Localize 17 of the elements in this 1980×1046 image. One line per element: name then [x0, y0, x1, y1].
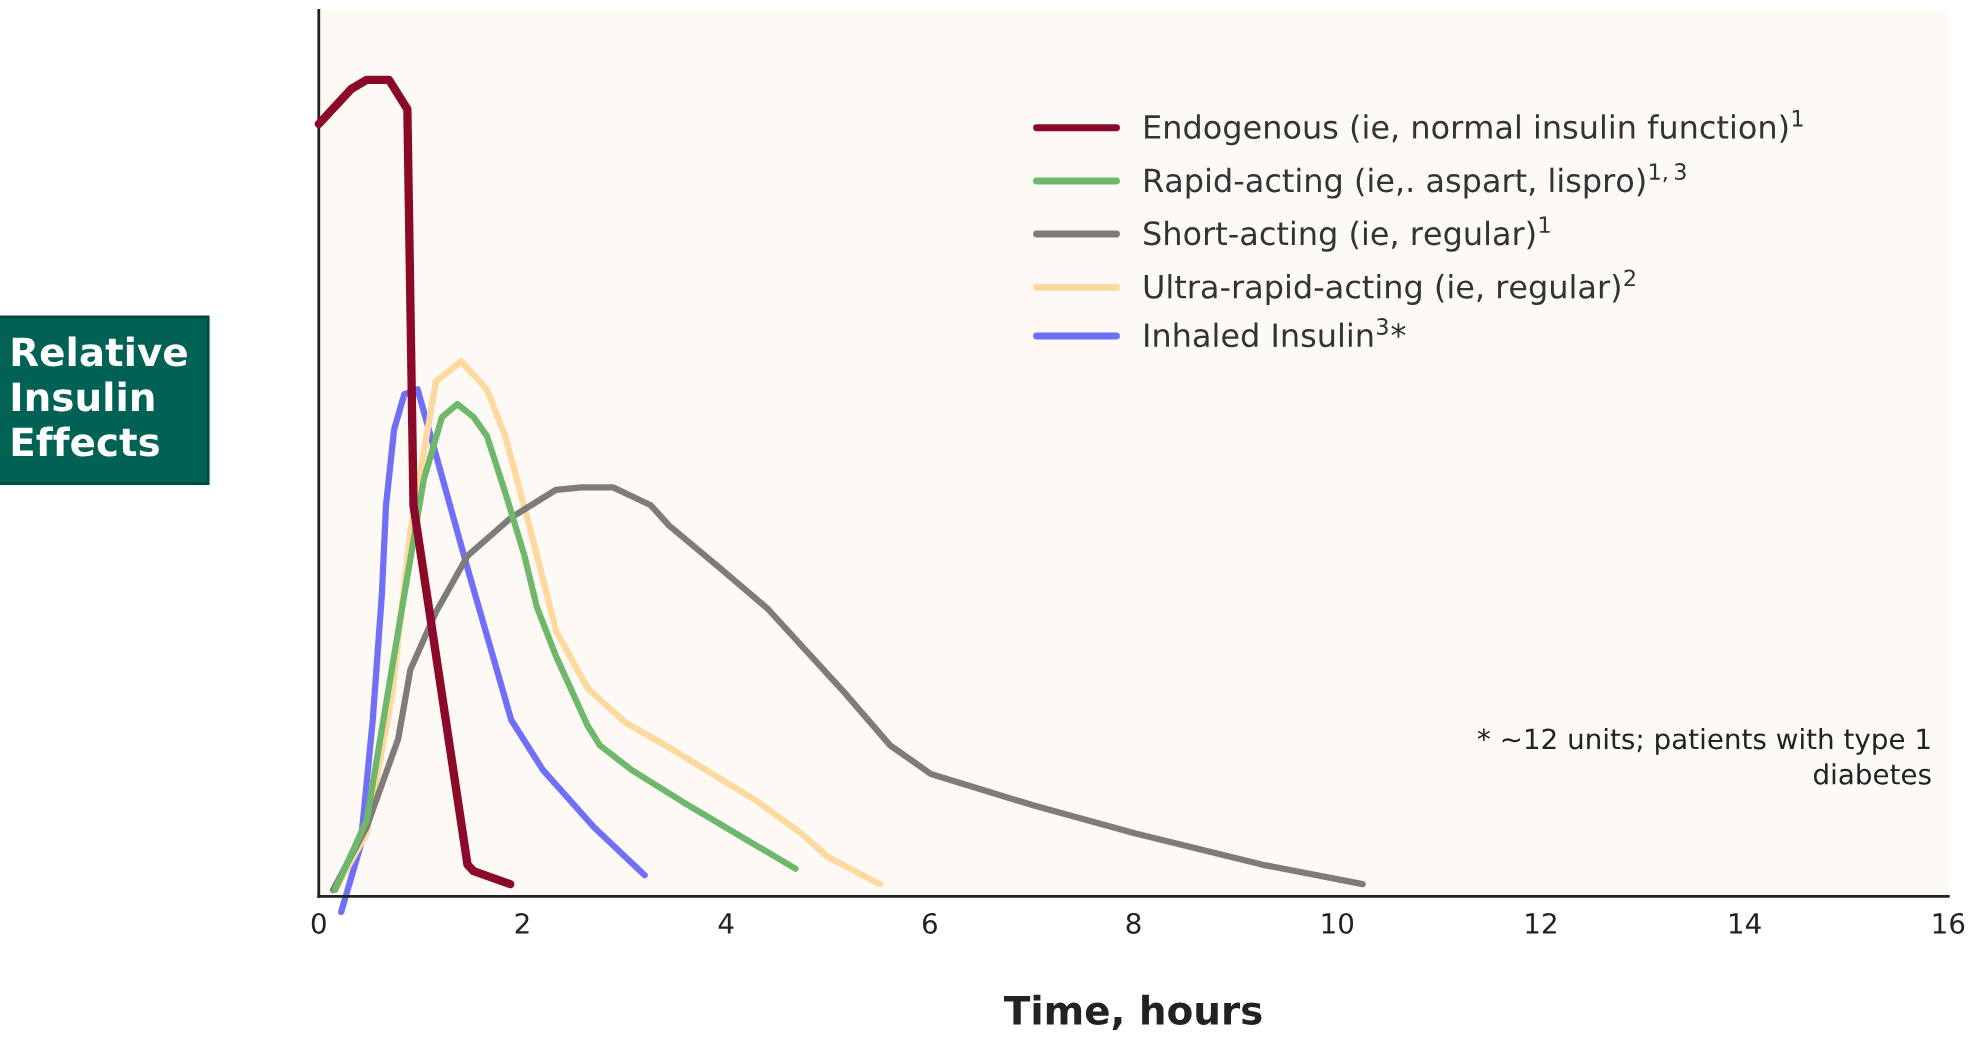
x-tick-label: 4 [718, 913, 734, 934]
x-axis-title: Time, hours [1004, 994, 1262, 1030]
legend-label: Rapid-acting (ie,. aspart, lispro)$^{1,3}$ [1145, 163, 1686, 199]
x-tick-label: 0 [311, 912, 326, 934]
legend-label: Inhaled Insulin$^{3}$* [1145, 318, 1406, 348]
x-tick-label: 14 [1730, 913, 1761, 934]
x-tick-label: 12 [1526, 912, 1556, 934]
legend-label: Short-acting (ie, regular)$^{1}$ [1144, 216, 1550, 252]
legend-label: Ultra-rapid-acting (ie, regular)$^{2}$ [1144, 269, 1635, 305]
x-tick-label: 6 [922, 912, 937, 934]
y-axis-title: Relative Insulin Effects [12, 336, 187, 457]
x-tick-label: 2 [515, 912, 529, 934]
x-tick-label: 10 [1322, 912, 1354, 934]
x-tick-label: 8 [1126, 912, 1141, 934]
legend-label: Endogenous (ie, normal insulin function)$^{1}$ [1145, 110, 1803, 146]
x-tick-label: 16 [1933, 912, 1965, 934]
annotation: * ~12 units; patients with type 1 diabetes [1477, 727, 1931, 785]
